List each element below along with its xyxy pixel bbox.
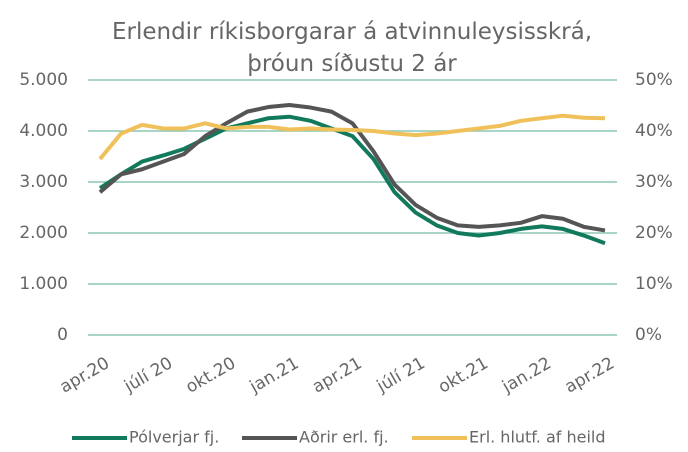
y2-tick-label: 20% bbox=[635, 223, 673, 243]
series-line bbox=[98, 102, 606, 233]
y2-tick-label: 0% bbox=[635, 325, 662, 345]
x-tick-label: jan.22 bbox=[498, 353, 555, 397]
y-tick-label: 1.000 bbox=[19, 274, 68, 294]
y2-tick-label: 50% bbox=[635, 70, 673, 90]
x-tick-label: apr.21 bbox=[309, 353, 365, 397]
x-tick-label: okt.20 bbox=[183, 353, 240, 397]
series-line bbox=[98, 114, 606, 246]
legend-label: Aðrir erl. fj. bbox=[299, 428, 389, 447]
x-tick-label: apr.22 bbox=[562, 353, 618, 397]
y-tick-label: 0 bbox=[57, 325, 68, 345]
series-line bbox=[98, 113, 606, 161]
y-tick-label: 3.000 bbox=[19, 172, 68, 192]
legend-label: Erl. hlutf. af heild bbox=[469, 428, 606, 447]
legend-label: Pólverjar fj. bbox=[129, 428, 219, 447]
x-tick-label: jan.21 bbox=[246, 353, 303, 397]
chart-title: Erlendir ríkisborgarar á atvinnuleysissk… bbox=[112, 19, 592, 77]
x-tick-label: apr.20 bbox=[57, 353, 113, 397]
y2-tick-label: 10% bbox=[635, 274, 673, 294]
y-tick-label: 4.000 bbox=[19, 121, 68, 141]
y-tick-label: 2.000 bbox=[19, 223, 68, 243]
x-tick-label: júlí 20 bbox=[120, 353, 176, 397]
y2-tick-label: 30% bbox=[635, 172, 673, 192]
y-tick-label: 5.000 bbox=[19, 70, 68, 90]
y2-tick-label: 40% bbox=[635, 121, 673, 141]
x-tick-label: júlí 21 bbox=[373, 353, 429, 397]
x-tick-label: okt.21 bbox=[435, 353, 492, 397]
